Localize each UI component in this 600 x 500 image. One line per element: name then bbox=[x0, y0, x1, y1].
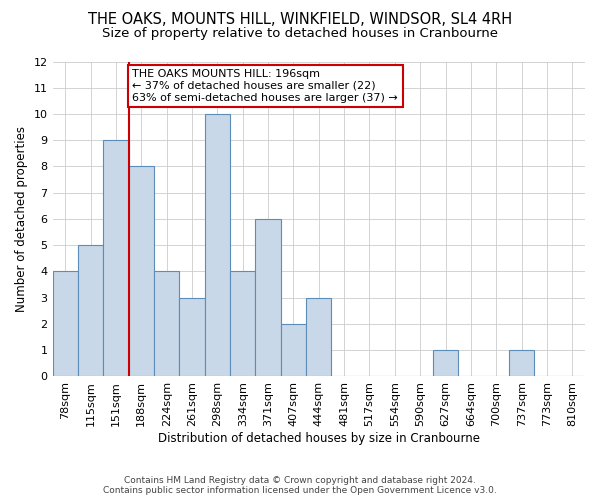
Bar bbox=[433, 350, 458, 376]
Bar bbox=[306, 298, 331, 376]
Bar bbox=[230, 272, 256, 376]
Bar bbox=[78, 245, 103, 376]
Bar bbox=[53, 272, 78, 376]
Bar bbox=[281, 324, 306, 376]
Text: Size of property relative to detached houses in Cranbourne: Size of property relative to detached ho… bbox=[102, 28, 498, 40]
Bar bbox=[103, 140, 128, 376]
Text: Contains HM Land Registry data © Crown copyright and database right 2024.
Contai: Contains HM Land Registry data © Crown c… bbox=[103, 476, 497, 495]
Bar bbox=[256, 219, 281, 376]
Bar bbox=[179, 298, 205, 376]
X-axis label: Distribution of detached houses by size in Cranbourne: Distribution of detached houses by size … bbox=[158, 432, 480, 445]
Bar bbox=[154, 272, 179, 376]
Bar bbox=[205, 114, 230, 376]
Text: THE OAKS, MOUNTS HILL, WINKFIELD, WINDSOR, SL4 4RH: THE OAKS, MOUNTS HILL, WINKFIELD, WINDSO… bbox=[88, 12, 512, 28]
Bar bbox=[509, 350, 534, 376]
Bar bbox=[128, 166, 154, 376]
Text: THE OAKS MOUNTS HILL: 196sqm
← 37% of detached houses are smaller (22)
63% of se: THE OAKS MOUNTS HILL: 196sqm ← 37% of de… bbox=[133, 70, 398, 102]
Y-axis label: Number of detached properties: Number of detached properties bbox=[15, 126, 28, 312]
